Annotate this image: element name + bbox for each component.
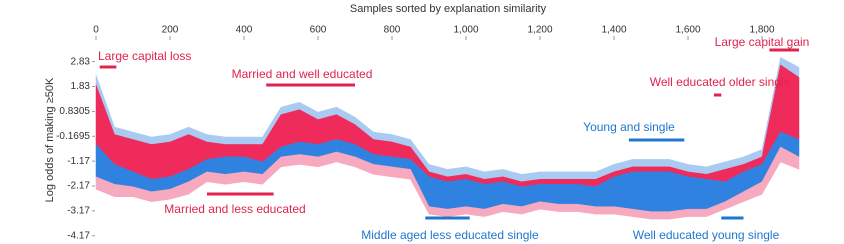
y-tick-label: 0.8305 bbox=[59, 106, 90, 117]
x-tick-label: 1,400 bbox=[601, 25, 626, 36]
annotation-label: Middle aged less educated single bbox=[361, 228, 539, 242]
x-tick-label: 200 bbox=[162, 25, 179, 36]
annotation-label: Well educated young single bbox=[633, 228, 780, 242]
annotation-label: Married and less educated bbox=[164, 202, 305, 216]
y-tick-label: -0.1695 bbox=[56, 131, 90, 142]
x-tick-label: 1,800 bbox=[749, 25, 774, 36]
y-tick-label: 2.83 bbox=[71, 56, 91, 67]
x-tick-label: 0 bbox=[93, 25, 99, 36]
y-axis-title: Log odds of making ≥50K bbox=[44, 77, 56, 202]
y-tick-label: -1.17 bbox=[67, 156, 90, 167]
x-tick-label: 800 bbox=[384, 25, 401, 36]
annotation-label: Large capital loss bbox=[98, 49, 191, 63]
annotation-label: Well educated older single bbox=[650, 75, 791, 89]
x-tick-label: 1,000 bbox=[453, 25, 478, 36]
y-tick-label: -4.17 bbox=[67, 230, 90, 241]
annotation-label: Married and well educated bbox=[232, 67, 373, 81]
x-tick-label: 1,600 bbox=[675, 25, 700, 36]
band-area bbox=[95, 146, 800, 220]
y-tick-label: -3.17 bbox=[67, 206, 90, 217]
x-tick-label: 600 bbox=[310, 25, 327, 36]
y-tick-label: 1.83 bbox=[71, 81, 91, 92]
x-tick-label: 1,200 bbox=[527, 25, 552, 36]
x-axis-title: Samples sorted by explanation similarity bbox=[350, 3, 547, 15]
y-tick-label: -2.17 bbox=[67, 181, 90, 192]
x-tick-label: 400 bbox=[236, 25, 253, 36]
annotation-label: Young and single bbox=[583, 120, 675, 134]
annotation-label: Large capital gain bbox=[715, 35, 810, 49]
